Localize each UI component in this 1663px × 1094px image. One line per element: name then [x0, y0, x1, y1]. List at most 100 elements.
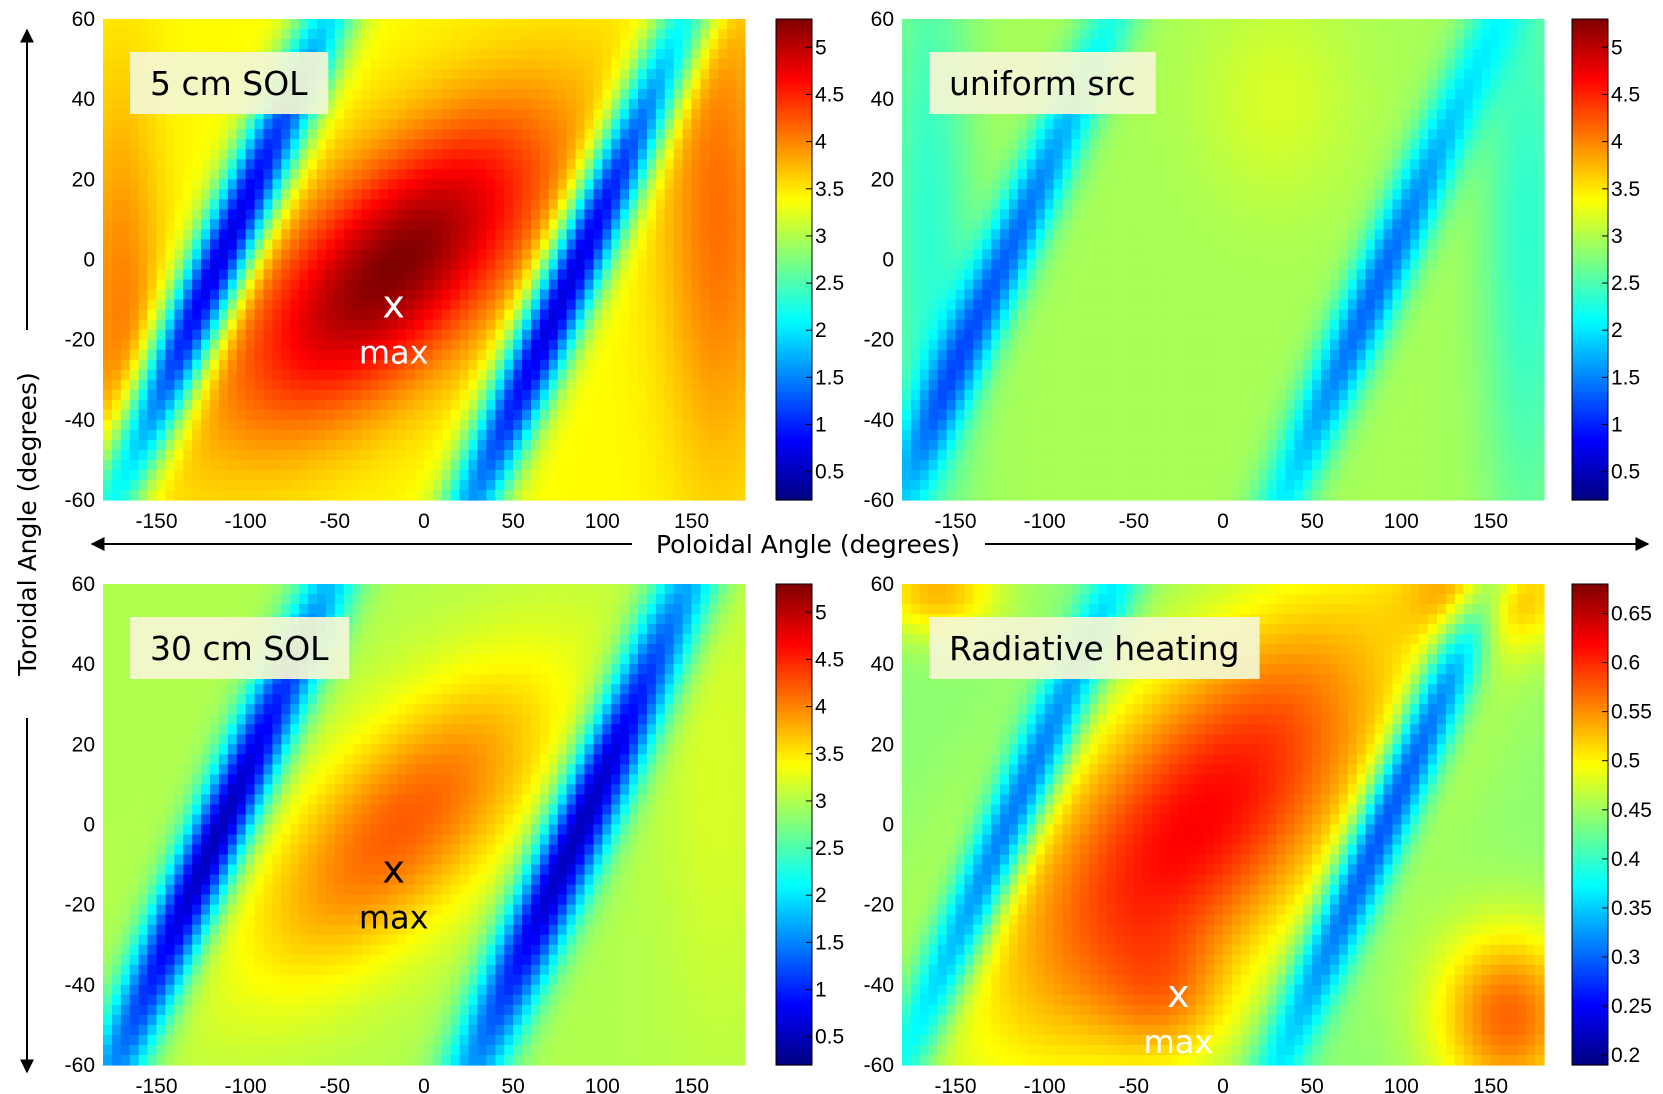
heatmap-cell	[183, 399, 193, 411]
heatmap-cell	[1205, 49, 1215, 60]
heatmap-cell	[1374, 169, 1385, 180]
heatmap-cell	[201, 169, 211, 180]
heatmap-cell	[370, 329, 381, 341]
heatmap-cell	[397, 479, 407, 491]
heatmap-cell	[919, 139, 930, 150]
heatmap-cell	[682, 379, 693, 391]
heatmap-cell	[361, 349, 372, 361]
heatmap-cell	[1410, 59, 1420, 70]
heatmap-cell	[370, 469, 381, 481]
heatmap-cell	[361, 279, 372, 291]
heatmap-cell	[691, 369, 702, 381]
heatmap-cell	[450, 319, 461, 331]
heatmap-cell	[611, 479, 621, 491]
heatmap-cell	[709, 239, 719, 251]
heatmap-cell	[1071, 29, 1081, 40]
heatmap-cell	[1437, 149, 1447, 160]
heatmap-cell	[432, 469, 443, 481]
heatmap-cell	[620, 409, 630, 421]
heatmap-cell	[1178, 49, 1188, 60]
heatmap-cell	[673, 239, 684, 251]
heatmap-cell	[325, 299, 336, 311]
heatmap-cell	[928, 189, 939, 200]
heatmap-cell	[1419, 169, 1429, 180]
heatmap-cell	[736, 109, 746, 120]
heatmap-cell	[192, 459, 202, 471]
heatmap-cell	[1419, 199, 1429, 210]
heatmap-cell	[325, 49, 336, 60]
heatmap-cell	[593, 239, 603, 251]
heatmap-cell	[495, 349, 505, 361]
heatmap-cell	[432, 29, 443, 40]
heatmap-cell	[343, 209, 354, 221]
heatmap-cell	[281, 389, 291, 401]
heatmap-cell	[638, 369, 648, 381]
heatmap-cell	[1374, 159, 1385, 170]
heatmap-cell	[1294, 69, 1304, 80]
heatmap-cell	[343, 399, 354, 411]
heatmap-cell	[290, 189, 300, 200]
heatmap-cell	[379, 109, 389, 120]
heatmap-cell	[919, 79, 930, 90]
heatmap-cell	[210, 199, 220, 210]
heatmap-cell	[531, 109, 541, 120]
heatmap-cell	[593, 479, 603, 491]
heatmap-cell	[183, 239, 193, 251]
colorbar-segment	[776, 155, 812, 160]
heatmap-cell	[477, 349, 488, 361]
heatmap-cell	[1463, 119, 1474, 130]
heatmap-cell	[361, 469, 372, 481]
heatmap-cell	[584, 49, 595, 60]
heatmap-cell	[1098, 169, 1108, 180]
heatmap-cell	[254, 409, 265, 421]
heatmap-cell	[343, 419, 354, 431]
heatmap-cell	[1321, 189, 1331, 200]
heatmap-cell	[201, 139, 211, 150]
heatmap-cell	[424, 349, 434, 361]
heatmap-cell	[1267, 69, 1278, 80]
heatmap-cell	[415, 109, 425, 120]
colorbar-segment	[776, 271, 812, 277]
heatmap-cell	[1071, 109, 1081, 120]
heatmap-cell	[1437, 89, 1447, 100]
heatmap-cell	[682, 249, 693, 261]
heatmap-cell	[138, 279, 149, 291]
heatmap-cell	[955, 149, 966, 160]
heatmap-cell	[1454, 89, 1465, 100]
heatmap-cell	[902, 209, 912, 221]
heatmap-cell	[156, 39, 167, 50]
heatmap-cell	[1035, 19, 1046, 30]
heatmap-cell	[1526, 39, 1536, 50]
heatmap-cell	[1428, 49, 1438, 60]
heatmap-cell	[1303, 49, 1313, 60]
heatmap-cell	[1276, 69, 1287, 80]
heatmap-cell	[575, 279, 586, 291]
heatmap-cell	[325, 89, 336, 100]
heatmap-cell	[1187, 189, 1197, 200]
heatmap-cell	[575, 259, 586, 271]
heatmap-cell	[254, 179, 265, 190]
heatmap-cell	[946, 29, 957, 40]
heatmap-cell	[120, 89, 131, 100]
heatmap-cell	[424, 269, 434, 281]
heatmap-cell	[629, 489, 639, 501]
heatmap-cell	[1187, 199, 1197, 210]
heatmap-cell	[459, 159, 470, 170]
heatmap-cell	[513, 429, 523, 441]
heatmap-cell	[370, 169, 381, 180]
heatmap-cell	[638, 339, 648, 351]
heatmap-cell	[991, 179, 1001, 190]
heatmap-cell	[655, 479, 666, 491]
heatmap-cell	[1383, 159, 1394, 170]
heatmap-cell	[1383, 89, 1394, 100]
heatmap-cell	[218, 29, 229, 40]
heatmap-cell	[1347, 29, 1358, 40]
heatmap-cell	[236, 319, 247, 331]
heatmap-cell	[1151, 79, 1162, 90]
heatmap-cell	[254, 109, 265, 120]
heatmap-cell	[156, 209, 167, 221]
heatmap-cell	[343, 69, 354, 80]
heatmap-cell	[379, 239, 389, 251]
heatmap-cell	[522, 249, 532, 261]
colorbar-segment	[776, 23, 812, 28]
